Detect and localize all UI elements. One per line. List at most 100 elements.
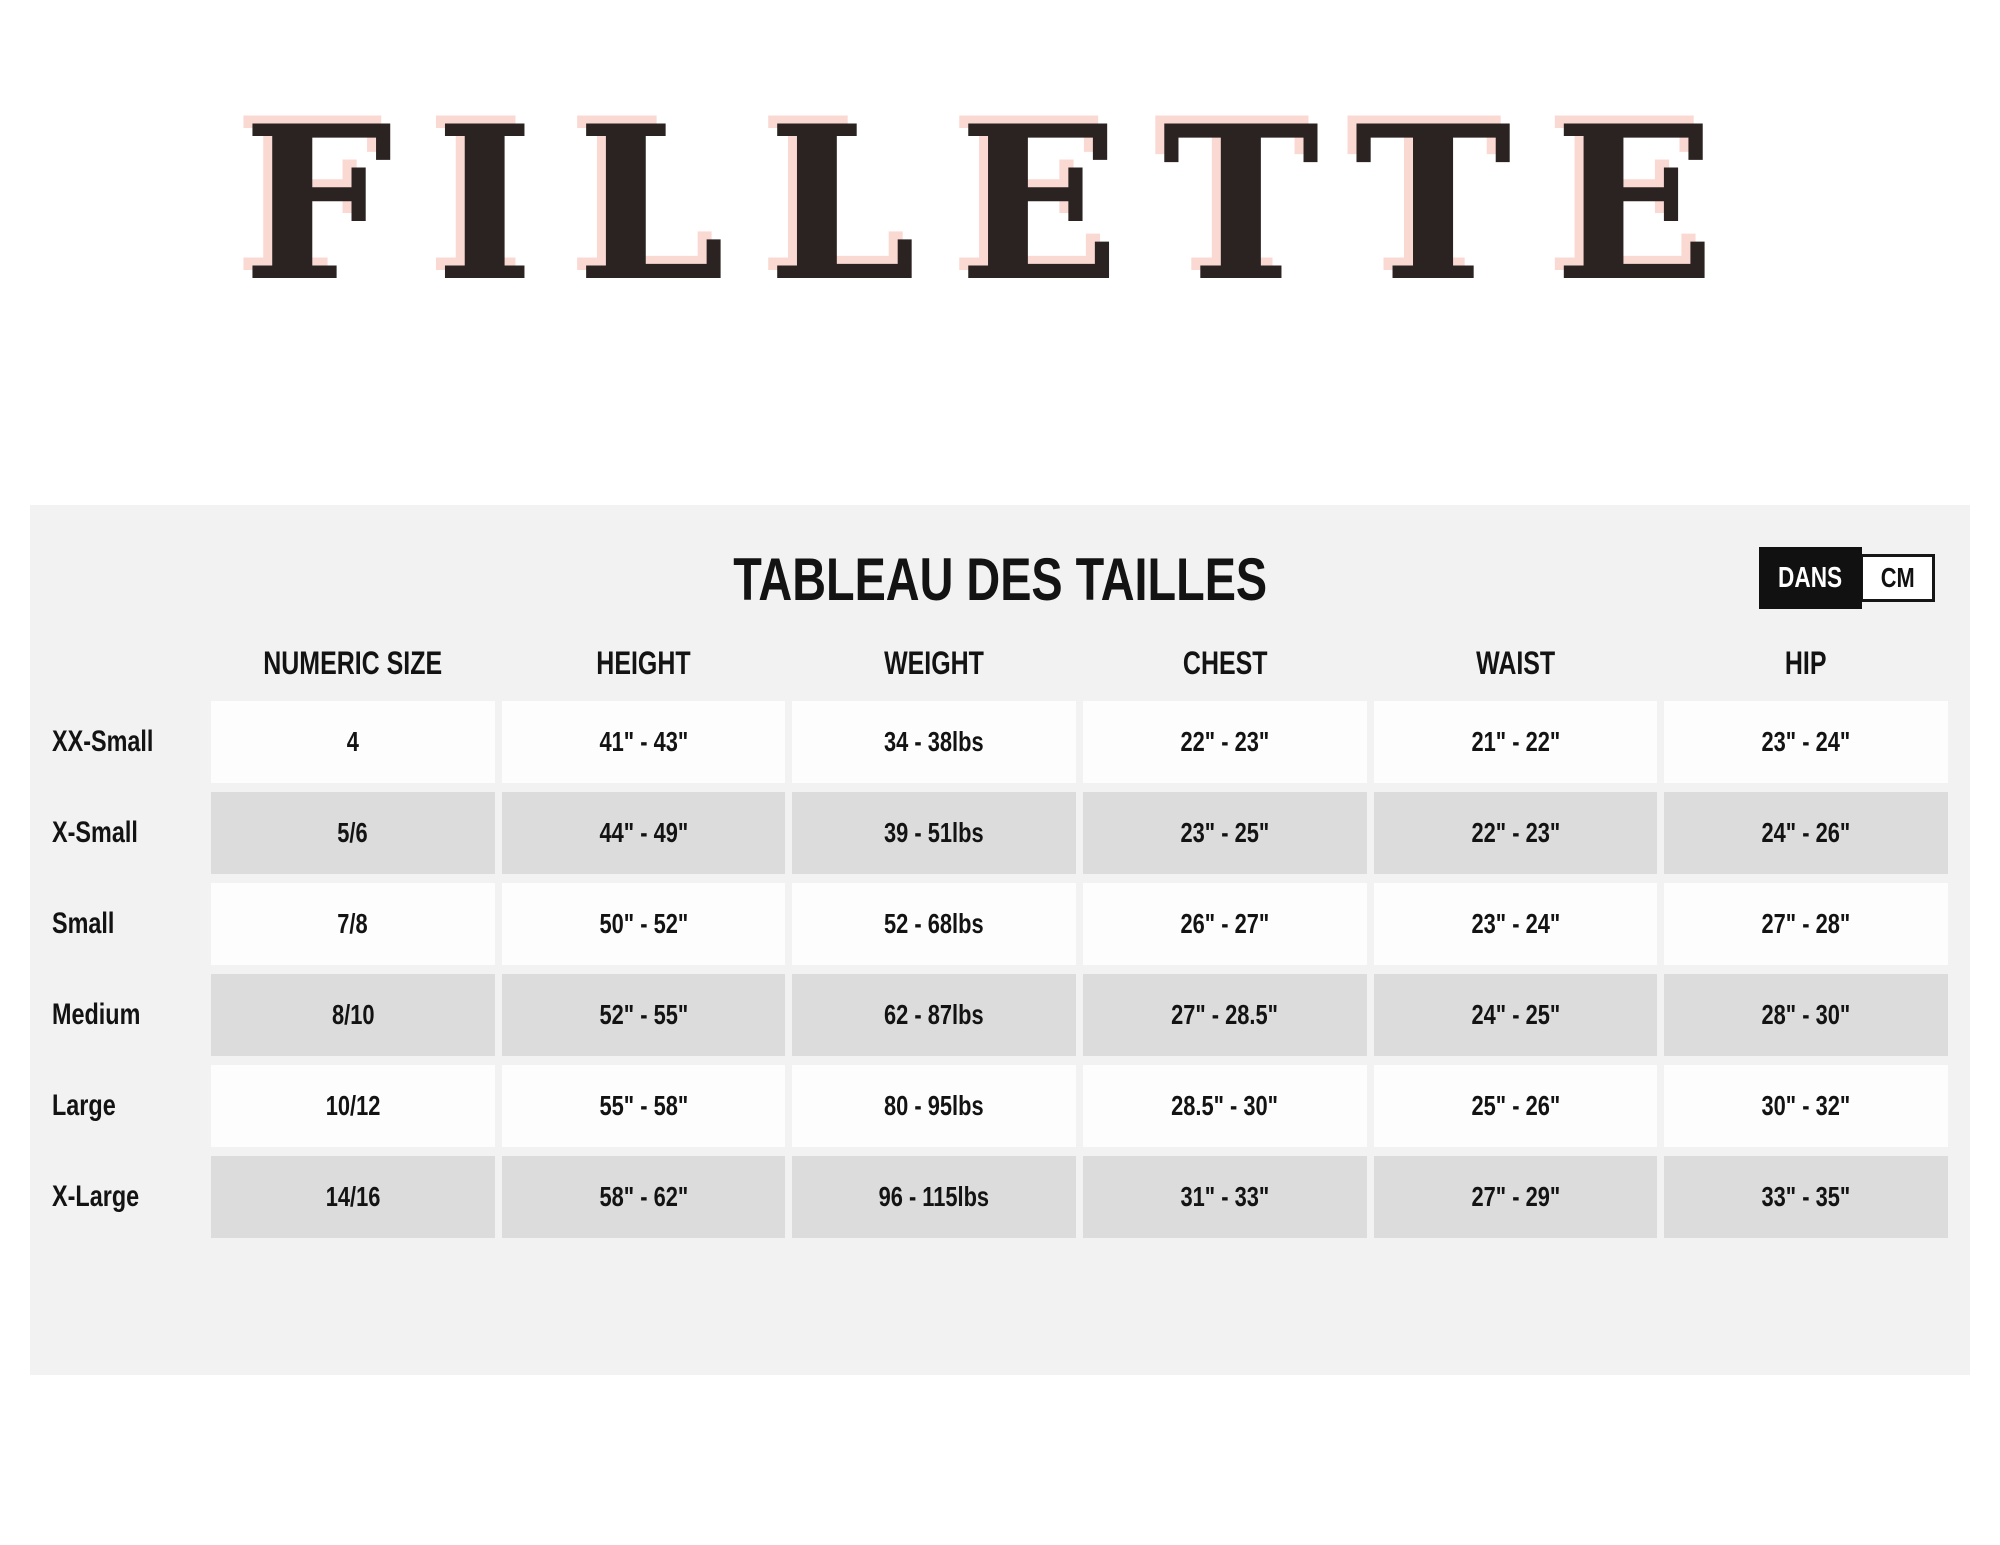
size-cell-waist: 24" - 25" (1373, 974, 1658, 1056)
size-cell-numeric-size: 14/16 (211, 1156, 495, 1238)
row-label-text: X-Large (52, 1180, 140, 1213)
size-cell-height: 55" - 58" (501, 1065, 786, 1147)
size-cell-waist: 27" - 29" (1373, 1156, 1658, 1238)
size-cell-value: 27" - 28.5" (1171, 999, 1279, 1030)
column-header-label: HEIGHT (596, 644, 691, 681)
unit-toggle-inches[interactable]: DANS (1759, 547, 1862, 609)
unit-toggle: DANS CM (1759, 547, 1935, 609)
size-cell-weight: 34 - 38lbs (792, 701, 1076, 783)
unit-toggle-cm[interactable]: CM (1860, 554, 1935, 602)
size-chart-panel: TABLEAU DES TAILLES DANS CM NUMERIC SIZE… (30, 505, 1970, 1375)
size-cell-weight: 52 - 68lbs (792, 883, 1076, 965)
size-cell-value: 41" - 43" (599, 726, 688, 757)
size-cell-chest: 27" - 28.5" (1082, 974, 1367, 1056)
size-cell-value: 62 - 87lbs (884, 999, 984, 1030)
column-header-label: WEIGHT (884, 644, 985, 681)
size-table: NUMERIC SIZE HEIGHT WEIGHT CHEST WAIST HIP XX… (45, 625, 1955, 1247)
size-cell-numeric-size: 4 (211, 701, 495, 783)
size-cell-numeric-size: 8/10 (211, 974, 495, 1056)
size-cell-value: 27" - 29" (1471, 1181, 1560, 1212)
size-cell-value: 28" - 30" (1761, 999, 1851, 1030)
size-cell-value: 27" - 28" (1761, 908, 1851, 939)
size-cell-weight: 62 - 87lbs (792, 974, 1076, 1056)
size-cell-numeric-size: 5/6 (211, 792, 495, 874)
size-cell-value: 96 - 115lbs (878, 1181, 990, 1212)
size-cell-value: 23" - 24" (1471, 908, 1560, 939)
size-cell-value: 55" - 58" (599, 1090, 688, 1121)
size-cell-value: 33" - 35" (1761, 1181, 1851, 1212)
size-cell-chest: 22" - 23" (1082, 701, 1367, 783)
size-cell-height: 41" - 43" (501, 701, 786, 783)
size-cell-chest: 23" - 25" (1082, 792, 1367, 874)
size-cell-value: 50" - 52" (599, 908, 688, 939)
size-cell-hip: 33" - 35" (1664, 1156, 1948, 1238)
table-row-large: Large 10/12 55" - 58" 80 - 95lbs 28.5" - 30"… (52, 1065, 1948, 1147)
size-cell-weight: 80 - 95lbs (792, 1065, 1076, 1147)
size-cell-value: 10/12 (325, 1090, 381, 1121)
size-cell-value: 80 - 95lbs (884, 1090, 984, 1121)
size-cell-chest: 28.5" - 30" (1082, 1065, 1367, 1147)
size-cell-value: 31" - 33" (1180, 1181, 1270, 1212)
row-label: XX-Small (52, 701, 204, 783)
size-cell-value: 58" - 62" (599, 1181, 688, 1212)
size-cell-value: 25" - 26" (1471, 1090, 1560, 1121)
row-label: X-Large (52, 1156, 204, 1238)
size-cell-height: 44" - 49" (501, 792, 786, 874)
size-cell-value: 30" - 32" (1761, 1090, 1851, 1121)
size-cell-waist: 21" - 22" (1373, 701, 1658, 783)
table-row-x-large: X-Large 14/16 58" - 62" 96 - 115lbs 31" - 33… (52, 1156, 1948, 1238)
row-label: Medium (52, 974, 204, 1056)
size-cell-value: 34 - 38lbs (884, 726, 984, 757)
column-header-height: HEIGHT (502, 634, 786, 692)
size-cell-value: 7/8 (337, 908, 369, 939)
size-cell-height: 58" - 62" (501, 1156, 786, 1238)
table-row-medium: Medium 8/10 52" - 55" 62 - 87lbs 27" - 28.5"… (52, 974, 1948, 1056)
row-label-text: Large (52, 1089, 116, 1122)
size-cell-hip: 27" - 28" (1664, 883, 1948, 965)
size-cell-height: 50" - 52" (501, 883, 786, 965)
size-table-body: XX-Small 4 41" - 43" 34 - 38lbs 22" - 23" 21"… (52, 701, 1948, 1238)
size-cell-hip: 23" - 24" (1664, 701, 1948, 783)
size-cell-chest: 26" - 27" (1082, 883, 1367, 965)
size-cell-hip: 30" - 32" (1664, 1065, 1948, 1147)
size-chart-title: TABLEAU DES TAILLES (733, 546, 1267, 613)
size-cell-value: 44" - 49" (599, 817, 688, 848)
column-header-hip: HIP (1664, 634, 1948, 692)
row-label-text: Medium (52, 998, 141, 1031)
column-header-chest: CHEST (1083, 634, 1367, 692)
brand-title: FILLETTE (242, 79, 1758, 328)
size-table-header: NUMERIC SIZE HEIGHT WEIGHT CHEST WAIST HIP (52, 634, 1948, 692)
row-label: X-Small (52, 792, 204, 874)
column-header-label: HIP (1785, 644, 1827, 681)
size-cell-hip: 24" - 26" (1664, 792, 1948, 874)
size-cell-value: 8/10 (331, 999, 375, 1030)
size-cell-waist: 25" - 26" (1373, 1065, 1658, 1147)
size-cell-value: 52" - 55" (599, 999, 688, 1030)
size-cell-height: 52" - 55" (501, 974, 786, 1056)
column-header-label: CHEST (1182, 644, 1268, 681)
row-label-text: XX-Small (52, 725, 154, 758)
size-cell-waist: 23" - 24" (1373, 883, 1658, 965)
row-label-text: Small (52, 907, 115, 940)
size-cell-value: 39 - 51lbs (884, 817, 984, 848)
size-cell-value: 24" - 25" (1471, 999, 1560, 1030)
column-header-label: NUMERIC SIZE (263, 644, 443, 681)
size-cell-value: 4 (346, 726, 359, 757)
size-cell-value: 28.5" - 30" (1171, 1090, 1279, 1121)
size-cell-value: 22" - 23" (1180, 726, 1270, 757)
size-cell-numeric-size: 10/12 (211, 1065, 495, 1147)
size-cell-weight: 39 - 51lbs (792, 792, 1076, 874)
table-row-xx-small: XX-Small 4 41" - 43" 34 - 38lbs 22" - 23" 21"… (52, 701, 1948, 783)
column-header-numeric-size: NUMERIC SIZE (211, 634, 495, 692)
size-cell-value: 23" - 25" (1180, 817, 1270, 848)
size-cell-waist: 22" - 23" (1373, 792, 1658, 874)
header-row: NUMERIC SIZE HEIGHT WEIGHT CHEST WAIST HIP (52, 634, 1948, 692)
column-header-waist: WAIST (1374, 634, 1658, 692)
size-cell-value: 24" - 26" (1761, 817, 1851, 848)
size-cell-weight: 96 - 115lbs (792, 1156, 1076, 1238)
row-label-text: X-Small (52, 816, 138, 849)
size-cell-value: 23" - 24" (1761, 726, 1851, 757)
row-label: Large (52, 1065, 204, 1147)
size-cell-value: 5/6 (337, 817, 369, 848)
size-cell-value: 52 - 68lbs (884, 908, 984, 939)
